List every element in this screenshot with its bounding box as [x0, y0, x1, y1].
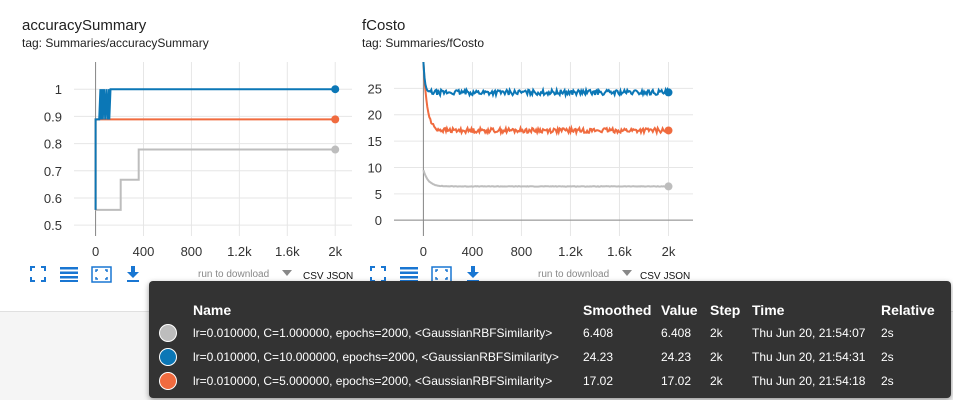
series-end-point: [664, 182, 673, 191]
header-time: Time: [752, 302, 785, 318]
swatch-cell: [159, 345, 193, 369]
raw-value: 17.02: [661, 374, 692, 388]
y-tick-label: 0.8: [44, 137, 62, 152]
tooltip-table: Name Smoothed Value Step Time Relative l…: [159, 299, 941, 393]
x-tick-label: 800: [181, 244, 203, 259]
header-step: Step: [710, 302, 741, 318]
tooltip-row: lr=0.010000, C=10.000000, epochs=2000, <…: [159, 345, 941, 369]
swatch-cell: [159, 369, 193, 393]
accuracy-chart[interactable]: 0.5 0.6 0.7 0.8 0.9 1 0 400 800 1.2k 1.6k 2k: [0, 0, 360, 270]
series-line: [422, 169, 669, 188]
x-tick-label: 1.6k: [607, 244, 632, 259]
series-line: [422, 62, 670, 99]
swatch-cell: [159, 321, 193, 345]
fcosto-chart[interactable]: 0 5 10 15 20 25 0 400 800 1.2k 1.6k 2k: [340, 0, 700, 270]
x-tick-label: 0: [420, 244, 427, 259]
run-name: lr=0.010000, C=5.000000, epochs=2000, <G…: [193, 374, 553, 388]
x-tick-label: 400: [133, 244, 155, 259]
series-line: [94, 88, 336, 210]
step-value: 2k: [710, 374, 723, 388]
x-tick-label: 2k: [662, 244, 676, 259]
relative-value: 2s: [881, 374, 894, 388]
json-link[interactable]: JSON: [326, 271, 354, 282]
fit-domain-icon[interactable]: [30, 266, 48, 284]
run-color-swatch: [159, 324, 177, 342]
series-end-point: [664, 126, 673, 135]
y-tick-label: 0.9: [44, 109, 62, 124]
run-select-placeholder: run to download: [198, 269, 270, 280]
x-tick-label: 0: [92, 244, 99, 259]
charts-panel: accuracySummary tag: Summaries/accuracyS…: [0, 0, 953, 312]
y-tick-label: 1: [55, 82, 62, 97]
raw-value: 24.23: [661, 350, 692, 364]
series-end-point: [331, 115, 340, 124]
series-line: [94, 118, 336, 210]
run-select-placeholder: run to download: [538, 269, 610, 280]
step-value: 2k: [710, 350, 723, 364]
y-tick-label: 15: [368, 134, 382, 149]
x-tick-label: 1.2k: [227, 244, 252, 259]
x-tick-label: 1.2k: [558, 244, 583, 259]
series-end-point: [664, 88, 673, 97]
relative-value: 2s: [881, 350, 894, 364]
x-tick-label: 800: [511, 244, 533, 259]
chart-tag: tag: Summaries/accuracySummary: [22, 36, 209, 50]
y-tick-label: 0.5: [44, 218, 62, 233]
x-tick-label: 400: [462, 244, 484, 259]
run-name: lr=0.010000, C=1.000000, epochs=2000, <G…: [193, 326, 553, 340]
y-tick-label: 0.7: [44, 164, 62, 179]
smoothed-value: 17.02: [583, 374, 614, 388]
fit-domain-icon[interactable]: [370, 266, 388, 284]
chart-title: accuracySummary: [22, 17, 147, 34]
raw-value: 6.408: [661, 326, 692, 340]
swatch-header: [159, 299, 193, 321]
smoothed-value: 24.23: [583, 350, 614, 364]
step-value: 2k: [710, 326, 723, 340]
csv-link[interactable]: CSV: [640, 271, 661, 282]
chart-tooltip: Name Smoothed Value Step Time Relative l…: [149, 281, 951, 398]
chart-card-fcosto: fCosto tag: Summaries/fCosto 0 5 10 15 20 25 0…: [340, 0, 693, 300]
relative-value: 2s: [881, 326, 894, 340]
tooltip-header-row: Name Smoothed Value Step Time Relative: [159, 299, 941, 321]
header-value: Value: [661, 302, 698, 318]
tooltip-row: lr=0.010000, C=1.000000, epochs=2000, <G…: [159, 321, 941, 345]
y-tick-label: 5: [375, 187, 382, 202]
y-tick-label: 0: [375, 213, 382, 228]
select-zoom-icon[interactable]: [91, 266, 113, 284]
time-value: Thu Jun 20, 21:54:07: [752, 326, 866, 340]
series-line: [422, 62, 670, 137]
json-link[interactable]: JSON: [663, 271, 691, 282]
y-tick-label: 0.6: [44, 191, 62, 206]
download-icon[interactable]: [126, 266, 144, 284]
x-tick-label: 2k: [328, 244, 342, 259]
y-tick-label: 20: [368, 108, 382, 123]
header-smoothed: Smoothed: [583, 302, 652, 318]
download-links: CSV JSON: [640, 271, 693, 282]
chevron-down-icon: [282, 270, 292, 276]
smoothed-value: 6.408: [583, 326, 614, 340]
header-name: Name: [193, 302, 232, 318]
y-tick-label: 10: [368, 160, 382, 175]
run-color-swatch: [159, 348, 177, 366]
chart-tag: tag: Summaries/fCosto: [362, 36, 485, 50]
csv-link[interactable]: CSV: [303, 271, 324, 282]
download-links: CSV JSON: [303, 271, 356, 282]
chevron-down-icon: [622, 270, 632, 276]
chart-card-accuracy: accuracySummary tag: Summaries/accuracyS…: [0, 0, 353, 300]
time-value: Thu Jun 20, 21:54:18: [752, 374, 866, 388]
y-tick-label: 25: [368, 81, 382, 96]
header-relative: Relative: [881, 302, 935, 318]
series-line: [95, 148, 336, 211]
run-name: lr=0.010000, C=10.000000, epochs=2000, <…: [193, 350, 559, 364]
chart-toolbar: run to download CSV JSON: [30, 266, 353, 286]
data-selection-icon[interactable]: [60, 266, 78, 284]
series-end-point: [331, 85, 340, 94]
tooltip-row: lr=0.010000, C=5.000000, epochs=2000, <G…: [159, 369, 941, 393]
series-end-point: [331, 145, 340, 154]
time-value: Thu Jun 20, 21:54:31: [752, 350, 866, 364]
chart-title: fCosto: [362, 17, 406, 34]
x-tick-label: 1.6k: [275, 244, 300, 259]
run-color-swatch: [159, 372, 177, 390]
